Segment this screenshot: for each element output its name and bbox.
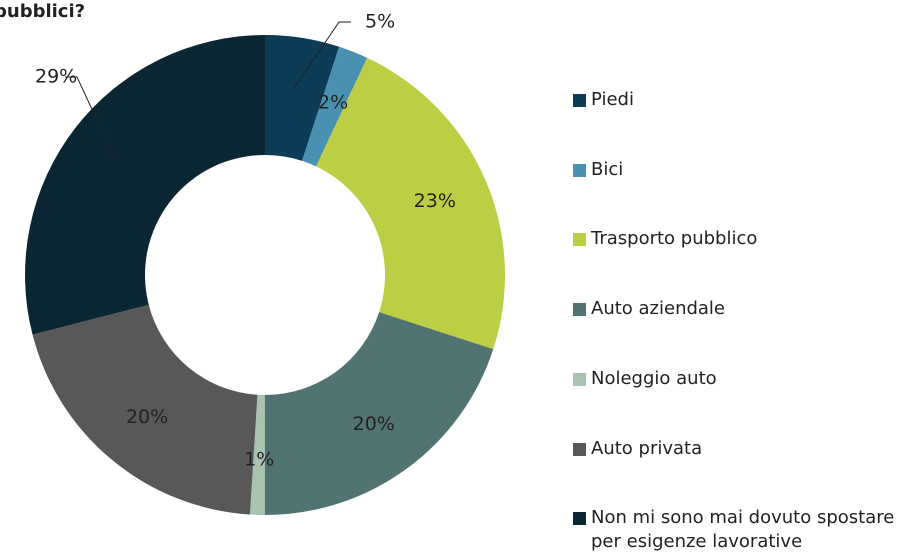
leader-line <box>294 21 351 88</box>
legend-swatch <box>573 163 586 177</box>
data-label: 5% <box>365 11 395 33</box>
donut-slice <box>24 35 265 335</box>
legend-item: Auto privata <box>573 437 909 461</box>
data-label: 23% <box>414 190 456 212</box>
chart-title: pubblici? <box>0 1 85 22</box>
legend-swatch <box>573 233 586 247</box>
donut-slice <box>249 394 265 515</box>
donut-slice <box>265 312 494 515</box>
legend-swatch <box>573 94 586 107</box>
legend-item: Non mi sono mai dovuto spostare per esig… <box>573 506 909 554</box>
legend-label: Noleggio auto <box>591 367 717 389</box>
donut-slice <box>265 35 340 161</box>
data-label: 2% <box>318 91 348 113</box>
legend-label: Bici <box>591 158 624 180</box>
donut-slice <box>302 46 368 167</box>
legend-swatch <box>573 372 586 386</box>
legend-label: Auto privata <box>591 437 703 459</box>
data-label: 29% <box>35 66 77 88</box>
data-label: 20% <box>353 413 395 435</box>
donut-slice <box>32 304 258 515</box>
legend-label: Trasporto pubblico <box>591 228 758 250</box>
legend-item: Auto aziendale <box>573 297 909 321</box>
legend-item: Piedi <box>573 88 909 112</box>
data-label: 1% <box>244 448 274 470</box>
legend-item: Bici <box>573 158 909 182</box>
leader-line <box>65 76 116 159</box>
legend-item: Trasporto pubblico <box>573 227 909 251</box>
legend-label: Non mi sono mai dovuto spostare per esig… <box>591 507 895 553</box>
legend-label: Auto aziendale <box>591 298 726 320</box>
donut-slice <box>316 57 505 350</box>
legend-swatch <box>573 442 586 456</box>
legend-label: Piedi <box>591 89 634 110</box>
legend-swatch <box>573 303 586 317</box>
legend-swatch <box>573 512 586 526</box>
legend-item: Noleggio auto <box>573 367 909 391</box>
data-label: 20% <box>126 406 168 428</box>
